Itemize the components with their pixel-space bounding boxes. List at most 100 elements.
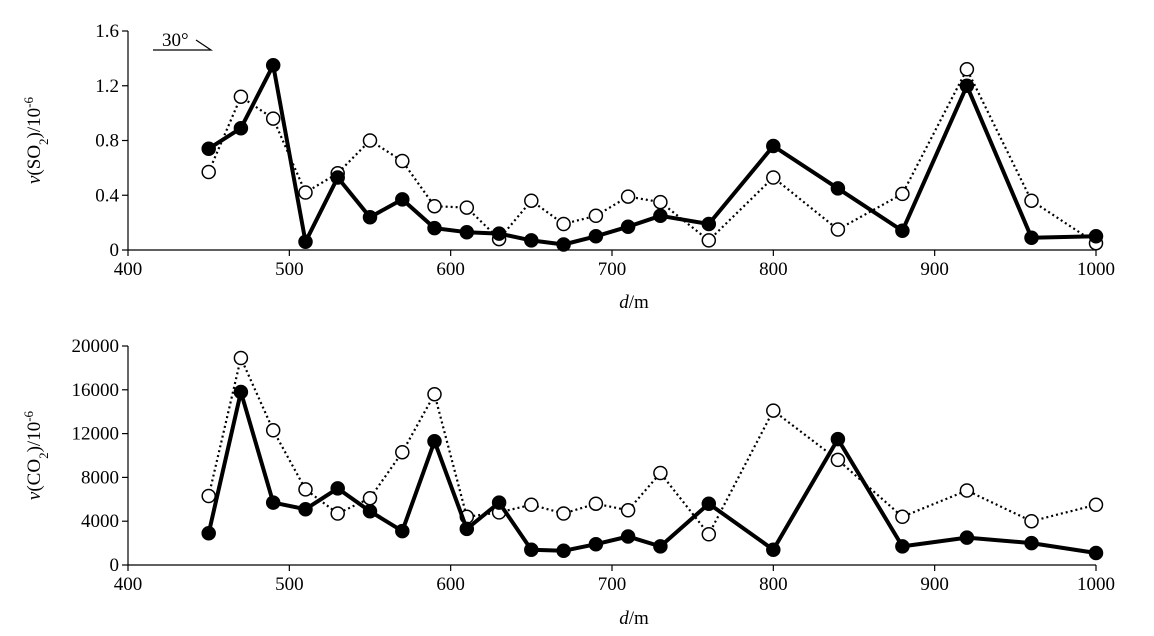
x-tick-label: 500 xyxy=(275,259,304,280)
data-point-filled xyxy=(653,539,668,554)
data-point-filled xyxy=(201,141,216,156)
data-point-open xyxy=(233,89,249,104)
y-tick-label: 12000 xyxy=(72,424,120,445)
data-point-open xyxy=(395,153,410,169)
data-point-filled xyxy=(895,223,910,239)
data-point-open xyxy=(427,198,442,214)
data-point-filled xyxy=(556,237,571,252)
data-point-open xyxy=(362,490,378,506)
co2-chart: 0 4000 8000 12000 16000 20000 400 500 600 700 800 9… xyxy=(21,336,1116,629)
data-point-filled xyxy=(491,226,507,241)
data-point-filled xyxy=(701,496,717,511)
data-point-filled xyxy=(959,530,975,545)
data-point-filled xyxy=(1024,535,1039,551)
data-point-filled xyxy=(427,220,442,236)
data-point-open xyxy=(701,233,717,248)
data-point-open xyxy=(701,527,717,542)
data-point-filled xyxy=(395,523,410,539)
x-tick-label: 600 xyxy=(436,259,465,280)
data-point-open xyxy=(556,216,571,232)
data-point-filled xyxy=(233,120,249,136)
data-point-filled xyxy=(298,501,313,517)
data-point-filled xyxy=(298,234,313,250)
x-tick-label: 700 xyxy=(598,259,627,280)
data-point-filled xyxy=(830,181,846,196)
x-tick-label: 800 xyxy=(759,259,788,280)
y-tick-label: 1.6 xyxy=(95,21,119,42)
x-tick-label: 500 xyxy=(275,574,304,595)
data-point-open xyxy=(895,186,910,202)
data-point-open xyxy=(201,488,216,504)
data-point-open xyxy=(620,189,636,204)
x-axis-label: d/m xyxy=(619,292,649,313)
x-tick-label: 900 xyxy=(920,259,949,280)
data-point-open xyxy=(895,509,910,525)
data-point-open xyxy=(298,185,313,200)
x-tick-label: 400 xyxy=(114,259,143,280)
data-point-filled xyxy=(524,233,539,248)
y-tick-label: 20000 xyxy=(72,336,120,357)
y-tick-label: 8000 xyxy=(81,467,119,488)
data-point-open xyxy=(959,62,975,77)
y-tick-label: 4000 xyxy=(81,511,119,532)
x-tick-label: 900 xyxy=(920,574,949,595)
x-tick-label: 400 xyxy=(114,574,143,595)
data-point-filled xyxy=(556,543,571,559)
y-tick-label: 0 xyxy=(110,240,120,261)
data-point-open xyxy=(459,200,475,215)
x-tick-label: 800 xyxy=(759,574,788,595)
data-point-open xyxy=(653,194,668,210)
so2-chart: 0 0.4 0.8 1.2 1.6 400 500 600 700 800 900 1000 d/m v(… xyxy=(21,21,1116,313)
data-point-open xyxy=(653,465,668,481)
x-tick-label: 700 xyxy=(598,574,627,595)
data-point-filled xyxy=(588,536,604,552)
data-point-open xyxy=(620,503,636,518)
y-tick-label: 1.2 xyxy=(95,76,119,97)
data-point-filled xyxy=(895,539,910,554)
data-point-open xyxy=(1088,497,1104,513)
data-point-open xyxy=(766,403,781,418)
data-point-filled xyxy=(459,224,475,240)
data-point-open xyxy=(265,423,281,438)
data-point-filled xyxy=(830,431,846,447)
data-point-open xyxy=(588,496,604,511)
data-point-open xyxy=(1024,193,1039,208)
y-axis-label: v(SO2)/10-6 xyxy=(21,96,51,184)
data-point-open xyxy=(298,482,313,497)
data-point-filled xyxy=(1088,545,1104,561)
data-point-filled xyxy=(620,529,636,544)
data-point-filled xyxy=(1088,229,1104,244)
x-tick-label: 1000 xyxy=(1077,574,1115,595)
data-point-filled xyxy=(265,495,281,510)
y-tick-label: 0.4 xyxy=(95,185,119,206)
data-point-open xyxy=(524,497,539,513)
data-point-open xyxy=(330,506,345,521)
data-point-open xyxy=(265,111,281,126)
data-point-open xyxy=(830,452,846,468)
data-point-open xyxy=(362,133,378,148)
data-point-filled xyxy=(524,542,539,557)
data-point-open xyxy=(395,444,410,460)
x-axis-label: d/m xyxy=(619,608,649,629)
data-point-filled xyxy=(1024,230,1039,245)
data-point-filled xyxy=(766,138,781,154)
data-point-filled xyxy=(491,495,507,510)
data-point-filled xyxy=(427,434,442,449)
data-point-filled xyxy=(362,504,378,519)
data-point-open xyxy=(201,164,216,180)
data-point-open xyxy=(830,222,846,237)
data-point-filled xyxy=(395,192,410,207)
data-point-filled xyxy=(766,542,781,557)
data-point-filled xyxy=(330,481,345,496)
data-point-open xyxy=(556,506,571,521)
data-point-open xyxy=(588,208,604,224)
y-tick-label: 16000 xyxy=(72,380,120,401)
series-dotted-line xyxy=(207,354,1097,537)
data-point-filled xyxy=(459,521,475,537)
data-point-filled xyxy=(588,229,604,244)
data-point-filled xyxy=(330,170,345,185)
data-point-open xyxy=(233,350,249,366)
slope-annotation-label: 30° xyxy=(162,30,189,51)
data-point-filled xyxy=(265,57,281,73)
